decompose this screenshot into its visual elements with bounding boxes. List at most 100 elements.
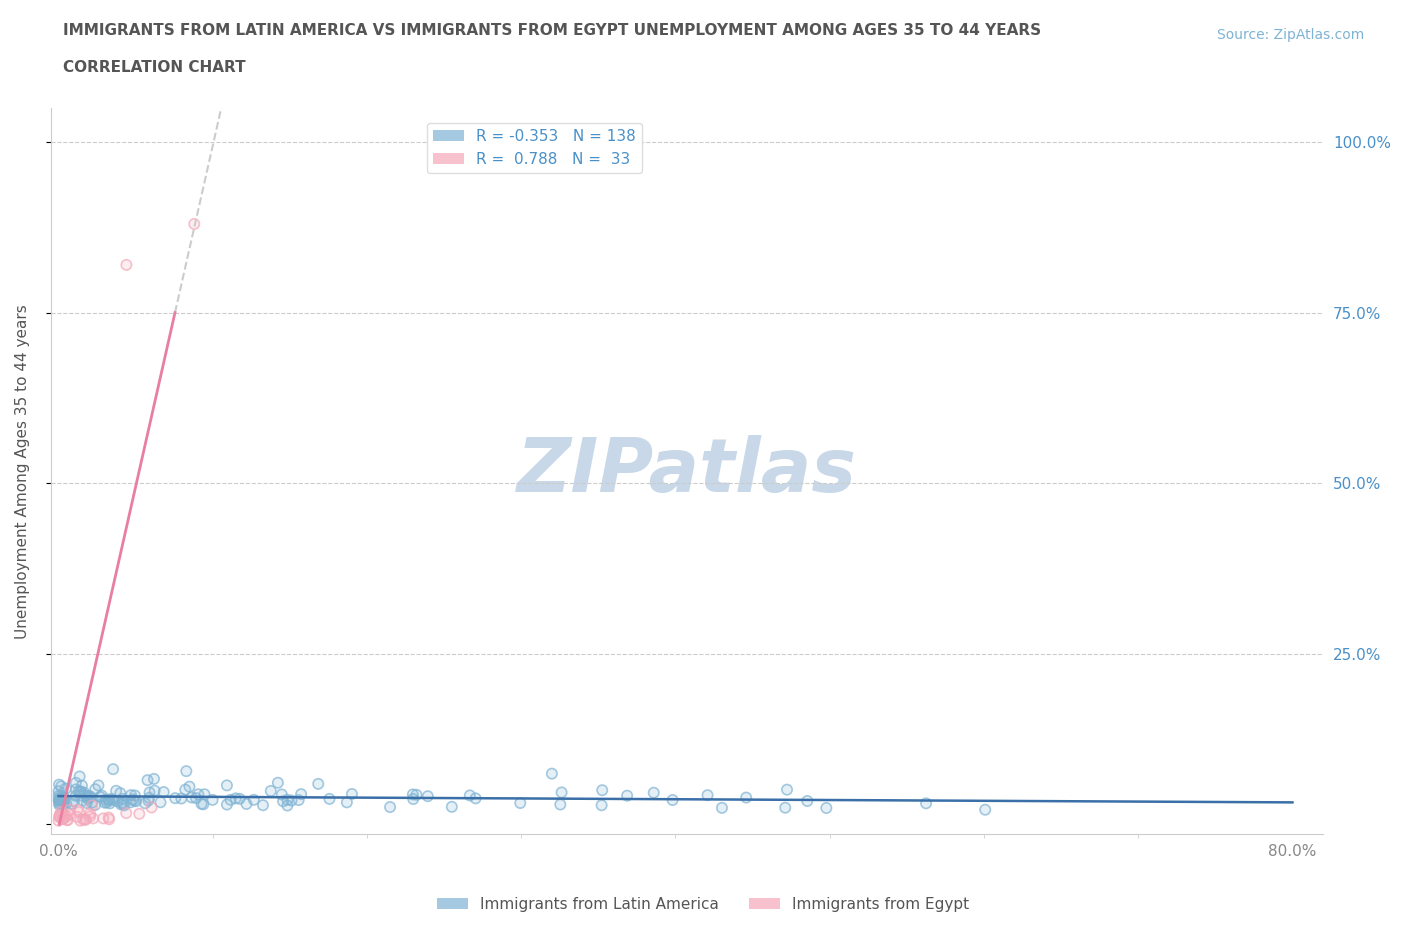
Point xyxy=(796,793,818,808)
Point xyxy=(49,789,72,804)
Point xyxy=(219,792,242,807)
Y-axis label: Unemployment Among Ages 35 to 44 years: Unemployment Among Ages 35 to 44 years xyxy=(15,304,30,639)
Text: ZIPatlas: ZIPatlas xyxy=(517,434,858,508)
Point xyxy=(48,784,70,799)
Point xyxy=(48,784,70,799)
Point xyxy=(65,789,87,804)
Point xyxy=(48,789,70,804)
Point xyxy=(103,792,125,807)
Point xyxy=(100,791,122,806)
Point xyxy=(225,790,247,805)
Point xyxy=(63,793,86,808)
Point xyxy=(270,787,292,802)
Point xyxy=(661,792,683,807)
Point xyxy=(84,798,107,813)
Point xyxy=(152,785,174,800)
Point xyxy=(915,796,938,811)
Point xyxy=(73,786,96,801)
Point xyxy=(76,790,98,804)
Point xyxy=(49,791,72,806)
Point xyxy=(271,794,294,809)
Point xyxy=(72,812,94,827)
Point xyxy=(796,793,818,808)
Point xyxy=(75,813,97,828)
Point xyxy=(219,792,242,807)
Point xyxy=(49,796,72,811)
Point xyxy=(776,782,799,797)
Point xyxy=(696,788,718,803)
Point xyxy=(509,795,531,810)
Point xyxy=(120,795,142,810)
Point xyxy=(193,797,215,812)
Point xyxy=(193,787,215,802)
Point xyxy=(128,806,150,821)
Point xyxy=(67,784,90,799)
Point xyxy=(183,217,205,232)
Point xyxy=(138,790,160,805)
Point xyxy=(66,809,89,824)
Point xyxy=(174,782,197,797)
Point xyxy=(48,791,70,806)
Point xyxy=(307,777,329,791)
Point xyxy=(187,787,209,802)
Point xyxy=(915,796,938,811)
Point xyxy=(120,788,142,803)
Point xyxy=(76,790,98,804)
Point xyxy=(65,776,87,790)
Point xyxy=(52,796,75,811)
Point xyxy=(69,785,91,800)
Point xyxy=(49,791,72,806)
Point xyxy=(464,790,486,805)
Point xyxy=(125,794,148,809)
Point xyxy=(112,796,135,811)
Point xyxy=(243,792,266,807)
Point xyxy=(340,787,363,802)
Point xyxy=(52,812,75,827)
Point xyxy=(290,787,312,802)
Point xyxy=(89,790,111,804)
Point xyxy=(287,792,309,807)
Point xyxy=(143,772,166,787)
Point xyxy=(201,792,224,807)
Point xyxy=(228,791,250,806)
Point xyxy=(80,798,103,813)
Point xyxy=(75,789,97,804)
Point xyxy=(55,808,77,823)
Point xyxy=(280,793,302,808)
Point xyxy=(141,800,163,815)
Point xyxy=(79,809,101,824)
Point xyxy=(80,798,103,813)
Point xyxy=(591,783,613,798)
Point xyxy=(773,800,796,815)
Point xyxy=(124,788,146,803)
Point xyxy=(69,769,91,784)
Point xyxy=(69,785,91,800)
Point xyxy=(51,794,73,809)
Point xyxy=(174,782,197,797)
Point xyxy=(56,813,79,828)
Point xyxy=(70,778,93,793)
Point xyxy=(110,786,132,801)
Point xyxy=(138,790,160,805)
Point xyxy=(48,777,70,792)
Point xyxy=(260,783,283,798)
Point xyxy=(276,792,298,807)
Point xyxy=(235,797,257,812)
Point xyxy=(55,781,77,796)
Point xyxy=(48,809,70,824)
Point xyxy=(52,796,75,811)
Point xyxy=(287,792,309,807)
Point xyxy=(149,795,172,810)
Point xyxy=(136,773,159,788)
Point xyxy=(378,800,401,815)
Point xyxy=(143,783,166,798)
Point xyxy=(79,809,101,824)
Text: CORRELATION CHART: CORRELATION CHART xyxy=(63,60,246,75)
Point xyxy=(67,804,90,819)
Point xyxy=(318,791,340,806)
Point xyxy=(773,800,796,815)
Point xyxy=(52,811,75,826)
Point xyxy=(336,795,359,810)
Point xyxy=(84,782,107,797)
Point xyxy=(72,793,94,808)
